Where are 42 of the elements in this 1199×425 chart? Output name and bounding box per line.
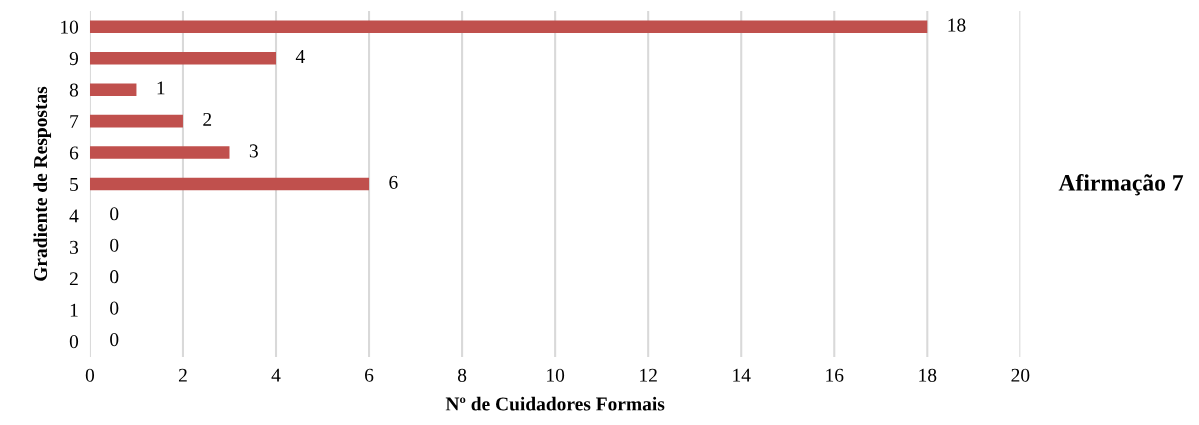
y-tick-label: 2 xyxy=(69,272,78,286)
data-label: 1 xyxy=(157,81,165,95)
text: Afirmação 7 xyxy=(1058,173,1184,196)
x-tick-label: 10 xyxy=(547,368,565,382)
bar xyxy=(89,83,137,96)
data-label: 0 xyxy=(110,238,119,252)
data-label: 0 xyxy=(110,301,119,315)
x-tick-label: 0 xyxy=(85,368,95,382)
x-tick-label: 12 xyxy=(640,368,657,382)
x-axis-title: Nº de Cuidadores Formais xyxy=(445,396,665,411)
data-label: 18 xyxy=(948,18,966,32)
y-tick-label: 0 xyxy=(69,335,79,349)
bar xyxy=(89,51,277,65)
x-tick-label: 18 xyxy=(919,368,937,382)
y-axis-title: Gradiente de Respostas xyxy=(33,86,52,281)
x-tick-label: 20 xyxy=(1011,368,1030,382)
data-label: 0 xyxy=(110,207,119,221)
x-tick-label: 16 xyxy=(826,368,844,382)
data-label: 6 xyxy=(389,175,398,189)
data-label: 0 xyxy=(110,333,119,347)
x-tick-label: 2 xyxy=(178,368,187,382)
y-tick-label: 4 xyxy=(69,209,79,223)
y-tick-label: 9 xyxy=(69,52,79,66)
bar xyxy=(89,146,230,159)
data-label: 4 xyxy=(295,50,305,63)
bar xyxy=(89,177,370,191)
x-tick-label: 14 xyxy=(733,368,751,382)
y-tick-label: 7 xyxy=(70,115,79,128)
bar xyxy=(89,20,928,34)
y-tick-label: 5 xyxy=(70,178,79,191)
bar xyxy=(89,114,183,128)
x-tick-label: 8 xyxy=(457,368,467,382)
y-tick-label: 6 xyxy=(69,146,79,160)
y-tick-label: 1 xyxy=(70,303,78,317)
data-label: 3 xyxy=(249,144,258,158)
data-label: 2 xyxy=(203,112,212,126)
data-label: 0 xyxy=(110,270,119,284)
y-tick-label: 3 xyxy=(70,240,79,254)
x-tick-label: 4 xyxy=(271,368,281,382)
y-tick-label: 8 xyxy=(69,83,79,97)
x-tick-label: 6 xyxy=(365,368,374,382)
y-tick-label: 10 xyxy=(61,20,79,34)
